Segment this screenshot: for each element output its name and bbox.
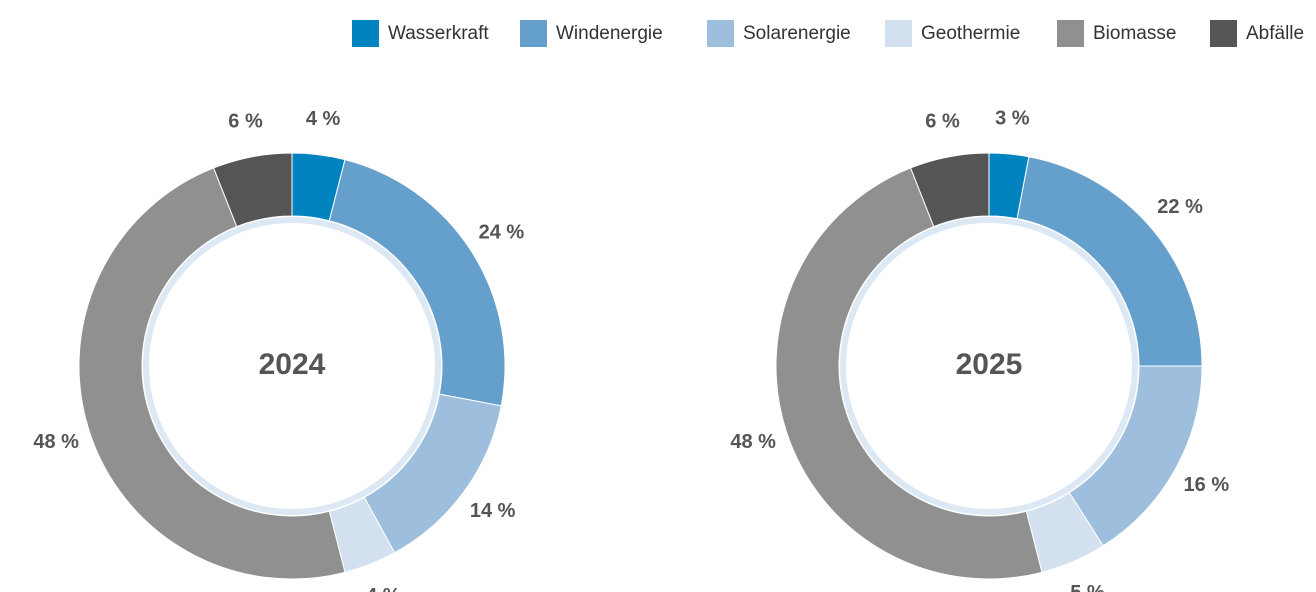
legend-label: Wasserkraft (388, 23, 489, 44)
value-label: 16 % (1184, 474, 1230, 496)
legend-swatch (885, 20, 912, 47)
legend-swatch (352, 20, 379, 47)
legend-swatch (707, 20, 734, 47)
value-label: 4 % (366, 585, 401, 592)
legend-label: Windenergie (556, 23, 663, 44)
value-label: 3 % (995, 107, 1030, 129)
center-title: 2024 (259, 348, 326, 381)
legend-label: Abfälle (1246, 23, 1304, 44)
value-label: 14 % (470, 500, 516, 522)
value-label: 48 % (33, 431, 79, 453)
legend-label: Geothermie (921, 23, 1020, 44)
donut-segment (775, 167, 1043, 580)
value-label: 48 % (730, 431, 776, 453)
legend-swatch (1057, 20, 1084, 47)
donut-segment (212, 152, 293, 228)
value-label: 24 % (479, 221, 525, 243)
legend-label: Solarenergie (743, 23, 851, 44)
donut-segment (909, 152, 990, 228)
legend-swatch (520, 20, 547, 47)
legend-label: Biomasse (1093, 23, 1176, 44)
value-label: 22 % (1157, 196, 1203, 218)
donut-segment (78, 167, 346, 580)
value-label: 4 % (306, 108, 341, 130)
value-label: 6 % (925, 111, 960, 133)
inner-ring (143, 217, 441, 515)
inner-ring (840, 217, 1138, 515)
value-label: 5 % (1070, 582, 1105, 592)
value-label: 6 % (228, 111, 263, 133)
legend-swatch (1210, 20, 1237, 47)
center-title: 2025 (956, 348, 1023, 381)
